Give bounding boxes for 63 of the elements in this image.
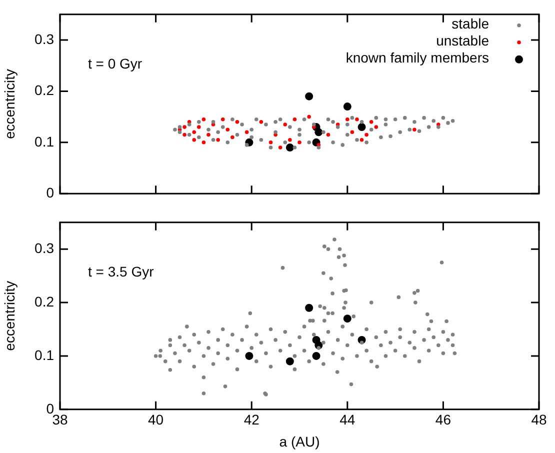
point (278, 146, 282, 150)
point (216, 138, 220, 142)
point (230, 135, 234, 140)
point (197, 125, 201, 129)
point (182, 125, 186, 129)
point (220, 117, 225, 122)
x-tick-label: 46 (435, 412, 452, 428)
point (374, 125, 378, 129)
point (286, 144, 294, 152)
y-tick-label: 0.3 (34, 30, 54, 47)
point (286, 357, 294, 366)
y-tick-label: 0 (46, 400, 54, 416)
y-tick-label: 0 (46, 184, 54, 200)
x-tick-label: 38 (52, 412, 68, 428)
point (206, 132, 210, 137)
point (307, 114, 311, 119)
point (360, 138, 364, 142)
y-tick-label: 0.2 (34, 82, 54, 98)
point (292, 117, 297, 122)
y-tick-label: 0.3 (34, 240, 54, 256)
point (305, 92, 314, 100)
legend-label: stable (452, 15, 490, 32)
y-axis-title: eccentricity (1, 68, 18, 140)
point (412, 128, 416, 132)
point (343, 314, 352, 323)
point (305, 304, 314, 312)
x-tick-label: 44 (340, 412, 356, 428)
x-axis-title: a (AU) (279, 433, 320, 450)
y-tick-label: 0.2 (34, 293, 54, 310)
point (343, 102, 352, 111)
point (182, 132, 186, 137)
point (244, 130, 249, 134)
annotation: t = 0 Gyr (88, 55, 142, 72)
point (364, 132, 368, 137)
y-axis-title: eccentricity (1, 280, 18, 351)
point (268, 140, 273, 144)
point (312, 352, 320, 360)
point (369, 120, 374, 124)
point (259, 120, 264, 124)
annotation: t = 3.5 Gyr (88, 263, 154, 280)
y-tick-label: 0.1 (34, 133, 54, 150)
point (192, 130, 196, 134)
point (202, 117, 206, 122)
point (202, 140, 206, 144)
x-tick-label: 48 (531, 412, 547, 428)
point (358, 123, 366, 132)
point (235, 120, 240, 124)
legend-label: known family members (346, 49, 489, 66)
x-tick-label: 40 (148, 412, 164, 428)
point (245, 352, 254, 360)
legend-label: unstable (436, 32, 490, 48)
point (350, 130, 354, 134)
point (346, 117, 350, 122)
point (226, 128, 230, 132)
point (314, 128, 323, 136)
point (288, 138, 292, 142)
y-tick-label: 0.1 (34, 346, 54, 363)
x-tick-label: 42 (244, 412, 260, 428)
point (192, 138, 196, 142)
point (355, 117, 359, 122)
point (283, 122, 288, 126)
point (326, 132, 330, 137)
point (298, 140, 302, 144)
